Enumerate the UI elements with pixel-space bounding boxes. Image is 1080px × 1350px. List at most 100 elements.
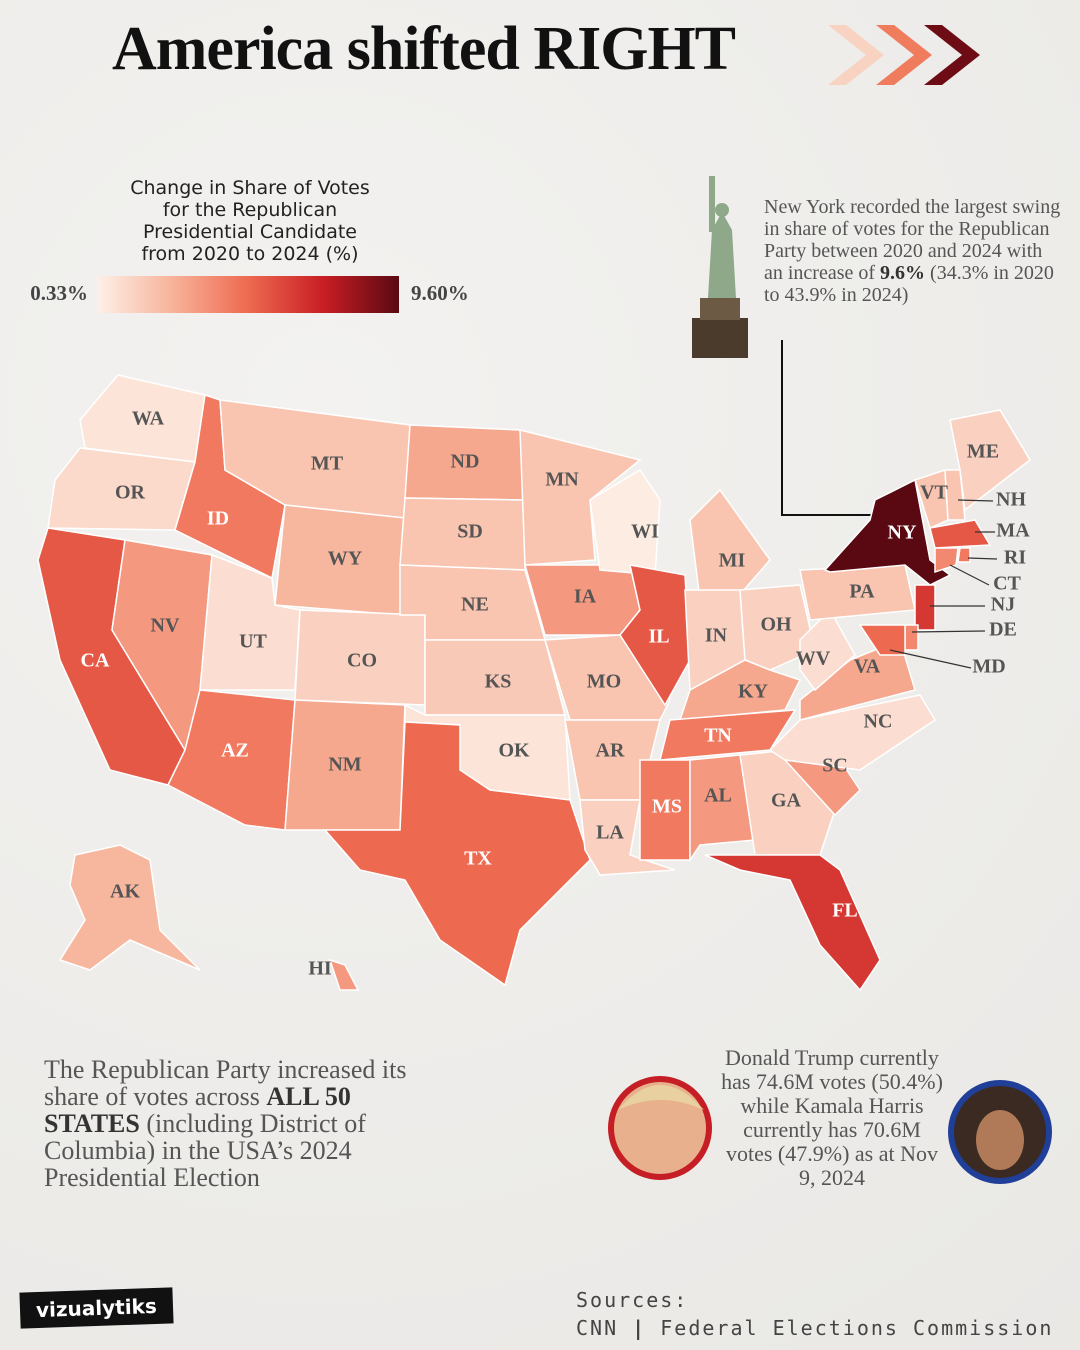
state-label: NV (151, 615, 180, 637)
state (957, 547, 971, 563)
state-label: ND (451, 451, 480, 473)
chevron (924, 25, 980, 85)
state-label: CA (81, 650, 110, 672)
source: CNN (576, 1316, 619, 1340)
state-label: IL (648, 626, 669, 648)
chevron (876, 25, 932, 85)
state-label: NM (328, 754, 361, 776)
state-label: TX (464, 848, 492, 870)
state-label: VA (854, 656, 881, 678)
state-label: AL (704, 785, 732, 807)
state-label: SC (822, 755, 848, 777)
state-label: SD (457, 521, 483, 543)
state-label: AK (110, 881, 140, 903)
state (519, 429, 642, 566)
summary-bold: ALL 50 STATES (44, 1082, 351, 1138)
summary-text: (including District of Columbia) in the … (44, 1109, 366, 1192)
candidates-note: Donald Trump currently has 74.6M votes (… (721, 1045, 943, 1190)
state-label: WY (328, 548, 363, 570)
state-label: MN (545, 469, 579, 491)
state (904, 624, 919, 651)
harris-photo (948, 1080, 1052, 1184)
state-label: KY (738, 681, 769, 703)
legend-title: Change in Share of Votes for the Republic… (130, 177, 370, 265)
state (914, 584, 936, 631)
legend-max: 9.60% (411, 281, 469, 305)
leader-line (911, 630, 986, 633)
state (858, 624, 906, 656)
state-label: AR (596, 740, 625, 762)
state-label: WI (631, 521, 659, 543)
state-label: RI (1004, 547, 1026, 569)
state-label: NJ (991, 594, 1015, 616)
state (619, 564, 691, 707)
state (689, 488, 771, 601)
state (323, 721, 591, 987)
legend-title-line: from 2020 to 2024 (%) (141, 243, 358, 265)
state-label: NC (864, 711, 893, 733)
state-label: FL (832, 900, 858, 922)
leader-line (967, 557, 998, 560)
state-label: DE (989, 619, 1017, 641)
legend-min: 0.33% (30, 281, 88, 305)
state-label: HI (308, 958, 332, 980)
state-label: MO (587, 671, 621, 693)
source: Federal Elections Commission (660, 1316, 1054, 1340)
state-label: MS (652, 796, 682, 818)
annotation-text: New York recorded the largest swing in s… (764, 196, 1061, 284)
state-label: WV (796, 648, 831, 670)
state-label: MD (972, 656, 1005, 678)
state (739, 584, 816, 671)
annotation: New York recorded the largest swing in s… (764, 196, 1064, 306)
trump-photo (608, 1076, 712, 1180)
chevron (828, 25, 884, 85)
state-label: PA (849, 581, 875, 603)
state (589, 468, 661, 576)
state-label: ID (207, 508, 229, 530)
state-label: IA (574, 586, 597, 608)
legend-bar (97, 276, 399, 313)
state (58, 844, 201, 971)
state (704, 854, 881, 992)
state (689, 754, 756, 863)
states: WA OR CA NV ID MT WY UT CO AZ NM ND SD NE KS OK TX MN IA MO… (37, 374, 1031, 992)
legend-title-line: for the Republican (163, 199, 337, 221)
state-label: LA (596, 822, 624, 844)
state-label: MI (719, 550, 746, 572)
state (934, 547, 959, 574)
state-label: MA (996, 520, 1030, 542)
state-label: KS (485, 671, 512, 693)
state-label: MT (311, 453, 344, 475)
state-label: ME (967, 441, 999, 463)
annotation-text: (34.3% in 2020 to 43.9% in 2024) (764, 262, 1054, 306)
state-label: OH (760, 614, 792, 636)
summary: The Republican Party increased its share… (44, 1056, 444, 1191)
state (944, 469, 966, 521)
state-label: NE (461, 594, 489, 616)
state-label: VT (920, 482, 948, 504)
state (544, 634, 671, 721)
state-label: AZ (221, 740, 249, 762)
leader-line (949, 564, 990, 586)
state (929, 519, 992, 549)
state-label: GA (771, 790, 802, 812)
leader-line (957, 499, 994, 502)
sources: Sources: CNN | Federal Elections Commissi… (576, 1288, 1054, 1340)
state-label: UT (239, 631, 267, 653)
state (328, 958, 360, 991)
state-label: OK (498, 740, 530, 762)
statue (692, 176, 748, 358)
title: America shifted RIGHT (112, 15, 736, 83)
summary-text: The Republican Party increased its share… (44, 1055, 407, 1111)
state-label: NH (996, 489, 1026, 511)
legend-title-line: Presidential Candidate (143, 221, 357, 243)
state-label: NY (888, 522, 917, 544)
state-label: IN (705, 625, 728, 647)
state (949, 409, 1031, 512)
legend-title-line: Change in Share of Votes (130, 177, 370, 199)
state-label: WA (132, 408, 165, 430)
sources-heading: Sources: (576, 1288, 689, 1312)
annotation-bold: 9.6% (880, 262, 926, 284)
